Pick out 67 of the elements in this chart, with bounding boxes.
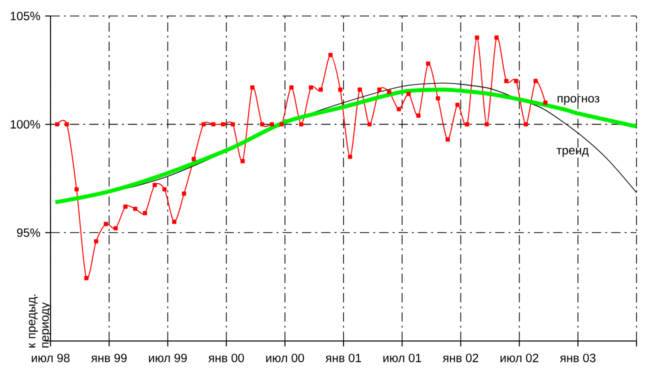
point <box>367 122 372 126</box>
series-label: прогноз <box>558 96 600 105</box>
y-tick-label: 95% <box>17 228 40 237</box>
y-axis-title: к предыд. периоду <box>28 294 52 348</box>
point <box>289 85 294 90</box>
point <box>387 90 392 94</box>
point <box>377 88 382 92</box>
point <box>396 107 401 112</box>
point <box>133 206 138 211</box>
point <box>250 85 254 90</box>
point <box>534 78 538 84</box>
point <box>74 187 79 192</box>
x-tick-label: янв 01 <box>326 354 362 362</box>
point <box>211 122 216 126</box>
point <box>328 52 333 58</box>
point <box>280 122 284 126</box>
point <box>465 122 470 126</box>
point <box>182 192 186 196</box>
point <box>94 239 98 244</box>
point <box>436 96 440 100</box>
point <box>172 220 176 224</box>
point <box>64 122 69 126</box>
point <box>504 78 508 84</box>
x-tick-label: янв 02 <box>442 354 478 362</box>
point <box>104 222 108 226</box>
point <box>220 122 226 126</box>
point <box>152 182 157 188</box>
point <box>162 187 167 192</box>
point <box>142 211 148 216</box>
point <box>543 100 548 105</box>
point <box>240 159 245 164</box>
point <box>406 92 411 96</box>
point <box>123 204 128 209</box>
point <box>54 122 60 126</box>
series-label: тренд <box>556 148 589 157</box>
point <box>348 154 352 159</box>
point <box>524 122 528 126</box>
point <box>514 78 518 84</box>
x-tick-label: июл 02 <box>500 354 538 362</box>
point <box>260 122 264 126</box>
point <box>308 85 314 90</box>
point <box>299 122 304 126</box>
point <box>416 114 421 118</box>
point <box>201 122 206 126</box>
y-tick-label: 100% <box>10 120 40 129</box>
x-tick-label: июл 00 <box>266 354 304 362</box>
x-tick-label: янв 00 <box>208 354 244 362</box>
x-tick-label: июл 99 <box>149 354 187 362</box>
point <box>318 88 323 92</box>
point <box>446 137 450 142</box>
x-tick-label: июл 01 <box>383 354 422 362</box>
point <box>338 88 342 92</box>
point <box>358 88 362 92</box>
point <box>270 122 274 126</box>
point <box>484 122 489 126</box>
point <box>84 276 88 280</box>
point <box>114 226 118 230</box>
x-tick-label: янв 03 <box>560 354 596 362</box>
x-tick-label: июл 98 <box>32 354 70 362</box>
y-tick-label: 105% <box>10 12 40 20</box>
point <box>426 62 430 66</box>
x-tick-label: янв 99 <box>91 354 127 362</box>
point <box>192 156 196 162</box>
point <box>230 122 235 126</box>
point <box>455 102 460 107</box>
point <box>494 36 499 40</box>
point <box>474 36 480 40</box>
